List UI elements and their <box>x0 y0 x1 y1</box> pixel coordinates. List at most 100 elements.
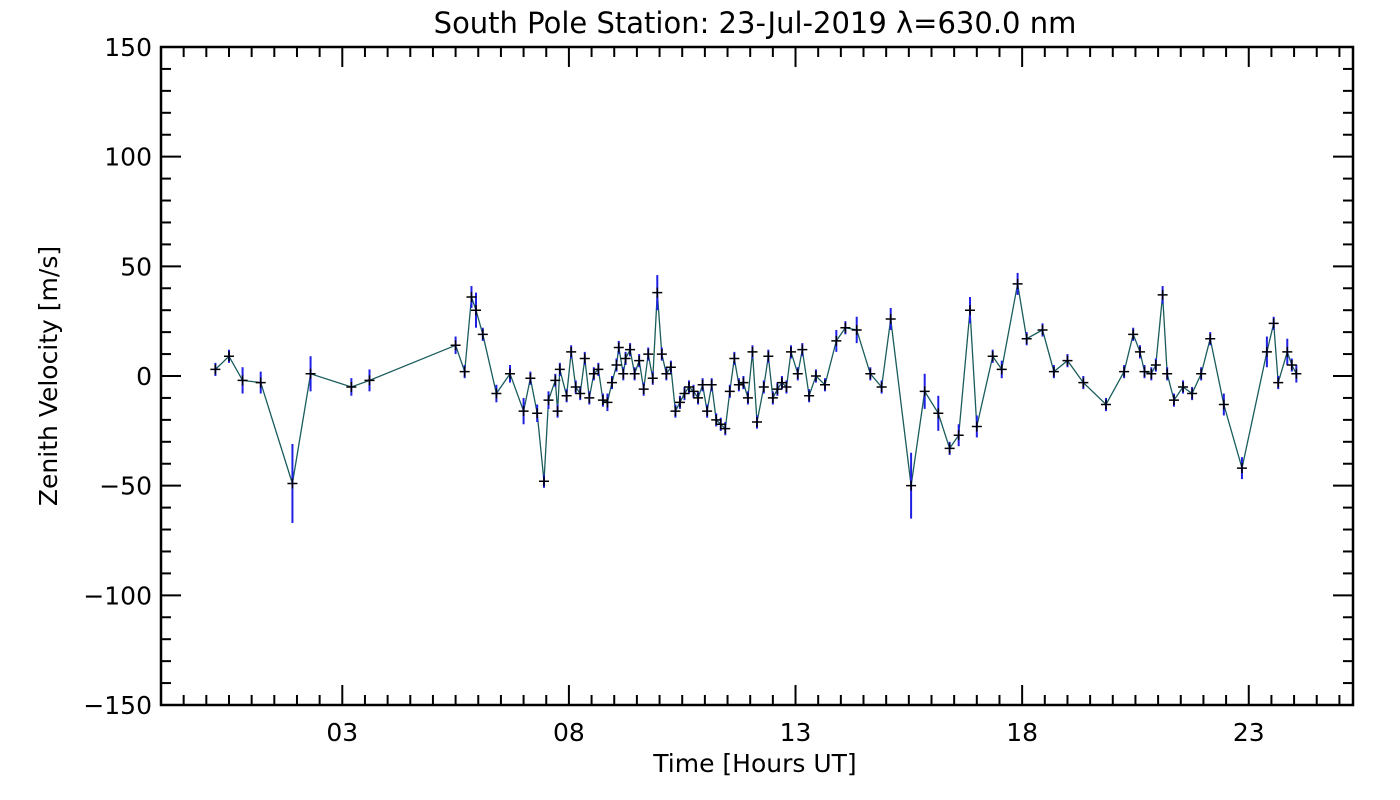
data-point <box>1162 368 1173 379</box>
data-point <box>819 379 830 390</box>
data-point <box>851 324 862 335</box>
data-point <box>305 368 316 379</box>
data-point <box>733 379 744 390</box>
data-point <box>629 368 640 379</box>
data-point <box>876 381 887 392</box>
x-tick-label: 13 <box>780 718 812 747</box>
data-point <box>1282 346 1293 357</box>
data-point <box>965 305 976 316</box>
data-point <box>1139 366 1150 377</box>
chart-title: South Pole Station: 23-Jul-2019 λ=630.0 … <box>434 6 1077 40</box>
data-point <box>620 353 631 364</box>
data-point <box>1037 324 1048 335</box>
y-tick-label: 0 <box>136 362 152 391</box>
data-point <box>711 414 722 425</box>
data-point <box>1218 399 1229 410</box>
data-point <box>611 360 622 371</box>
series-line <box>214 283 1297 486</box>
data-point <box>1128 329 1139 340</box>
x-tick-labels: 03 08 13 18 23 <box>326 718 1264 747</box>
data-point <box>1100 399 1111 410</box>
data-point <box>584 392 595 403</box>
data-point <box>792 368 803 379</box>
data-point <box>729 353 740 364</box>
data-markers <box>210 278 1302 491</box>
data-point <box>1205 333 1216 344</box>
data-point <box>579 353 590 364</box>
data-point <box>738 377 749 388</box>
data-point <box>742 392 753 403</box>
data-point <box>613 342 624 353</box>
data-point <box>885 313 896 324</box>
data-point <box>223 351 234 362</box>
x-tick-label: 23 <box>1233 718 1265 747</box>
data-point <box>919 386 930 397</box>
data-point <box>1157 289 1168 300</box>
data-point <box>1291 368 1302 379</box>
y-axis-label: Zenith Velocity [m/s] <box>34 246 63 506</box>
data-point <box>688 386 699 397</box>
data-point <box>575 388 586 399</box>
data-point <box>643 349 654 360</box>
data-point <box>1119 366 1130 377</box>
data-point <box>638 384 649 395</box>
data-point <box>933 408 944 419</box>
data-point <box>840 322 851 333</box>
data-point <box>785 346 796 357</box>
data-point <box>763 351 774 362</box>
data-point <box>831 335 842 346</box>
data-point <box>996 364 1007 375</box>
x-tick-label: 03 <box>326 718 358 747</box>
data-point <box>470 305 481 316</box>
data-point <box>679 388 690 399</box>
data-point <box>810 371 821 381</box>
data-point <box>450 340 461 351</box>
x-tick-label: 08 <box>553 718 585 747</box>
data-point <box>781 381 792 392</box>
data-point <box>1168 395 1179 406</box>
data-point <box>1236 463 1247 474</box>
data-point <box>588 368 599 379</box>
data-point <box>656 349 667 360</box>
y-tick-label: 150 <box>104 33 152 62</box>
data-point <box>550 375 561 386</box>
data-point <box>364 375 375 386</box>
data-point <box>625 344 636 355</box>
data-point <box>665 362 676 373</box>
data-point <box>606 377 617 388</box>
data-point <box>570 381 581 392</box>
data-point <box>724 386 735 397</box>
data-point <box>944 443 955 454</box>
data-point <box>561 390 572 401</box>
data-point <box>1062 355 1073 366</box>
data-point <box>1178 381 1189 392</box>
y-tick-label: −50 <box>99 472 152 501</box>
data-point <box>661 368 672 379</box>
data-point <box>566 346 577 357</box>
data-point <box>1261 346 1272 357</box>
data-point <box>776 377 787 388</box>
data-point <box>715 419 726 430</box>
y-tick-label: 50 <box>120 252 152 281</box>
y-tick-label: −100 <box>83 581 152 610</box>
data-point <box>1268 318 1279 329</box>
data-point <box>702 406 713 417</box>
data-point <box>797 344 808 355</box>
data-point <box>953 430 964 441</box>
x-tick-label: 18 <box>1006 718 1038 747</box>
data-point <box>752 417 762 428</box>
x-axis-label: Time [Hours UT] <box>652 749 856 778</box>
data-point <box>597 395 608 406</box>
data-point <box>971 421 982 432</box>
data-point <box>720 423 731 434</box>
data-point <box>287 478 298 489</box>
data-point <box>684 381 695 392</box>
data-point <box>477 329 488 340</box>
data-point <box>1012 278 1023 289</box>
data-point <box>1134 346 1145 357</box>
data-point <box>491 388 502 399</box>
data-point <box>670 406 681 417</box>
data-point <box>554 364 565 375</box>
data-point <box>758 381 769 392</box>
